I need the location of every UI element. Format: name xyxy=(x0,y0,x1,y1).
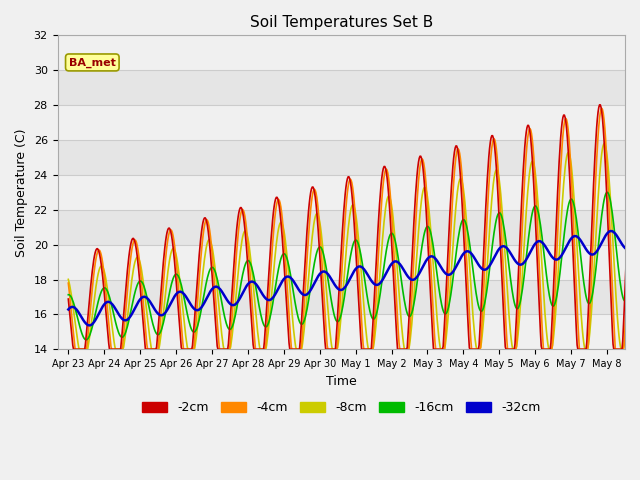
Bar xyxy=(58,210,625,245)
X-axis label: Time: Time xyxy=(326,374,356,387)
Y-axis label: Soil Temperature (C): Soil Temperature (C) xyxy=(15,128,28,257)
Bar xyxy=(58,279,625,314)
Title: Soil Temperatures Set B: Soil Temperatures Set B xyxy=(250,15,433,30)
Legend: -2cm, -4cm, -8cm, -16cm, -32cm: -2cm, -4cm, -8cm, -16cm, -32cm xyxy=(137,396,545,420)
Text: BA_met: BA_met xyxy=(69,57,116,68)
Bar xyxy=(58,140,625,175)
Bar xyxy=(58,70,625,105)
